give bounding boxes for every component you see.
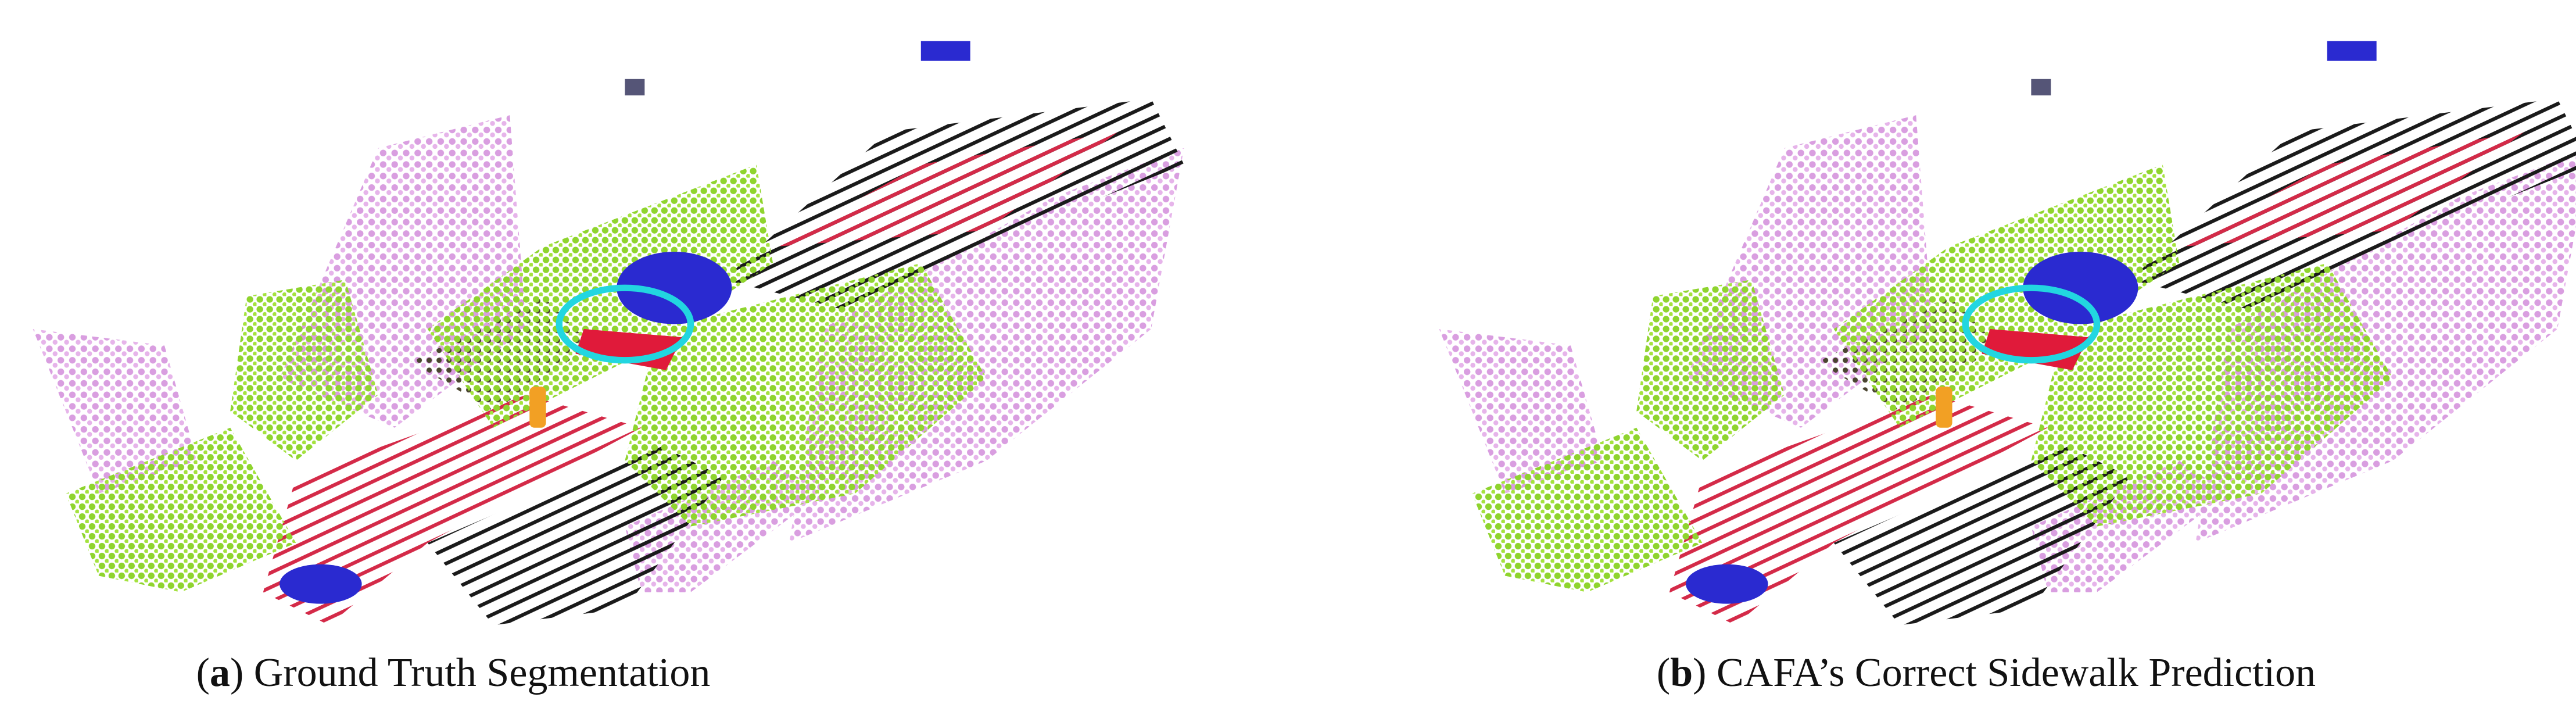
point-cloud-b <box>1439 41 2576 626</box>
caption-text: ) CAFA’s Correct Sidewalk Prediction <box>1693 650 2316 695</box>
caption-open: ( <box>196 650 210 695</box>
caption-a: (a) Ground Truth Segmentation <box>196 650 711 696</box>
panel-label: a <box>209 650 230 695</box>
caption-b: (b) CAFA’s Correct Sidewalk Prediction <box>1657 650 2316 696</box>
figure <box>0 0 2576 639</box>
caption-text: ) Ground Truth Segmentation <box>230 650 711 695</box>
panel-label: b <box>1670 650 1693 695</box>
point-cloud-a <box>33 41 1184 626</box>
caption-open: ( <box>1656 650 1671 695</box>
